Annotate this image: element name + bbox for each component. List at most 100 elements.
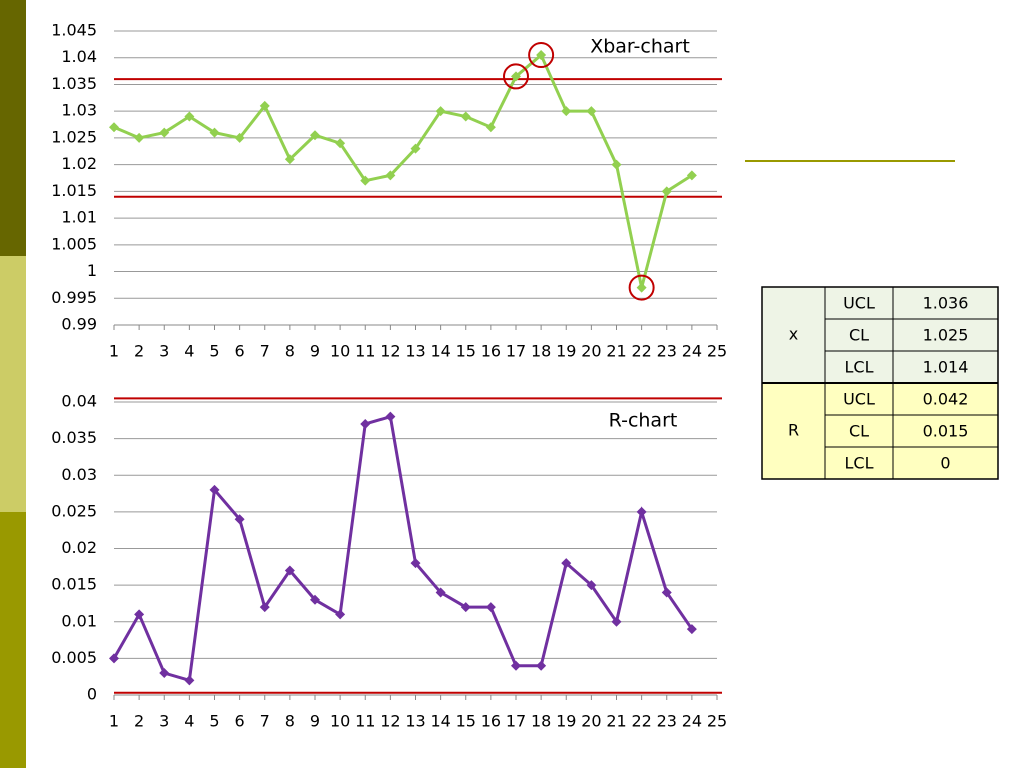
data-point	[636, 506, 647, 517]
table-cell-text: CL	[849, 422, 869, 441]
data-point	[259, 602, 270, 613]
data-point	[385, 170, 396, 181]
y-tick-label: 0.03	[61, 465, 97, 484]
table-cell-text: CL	[849, 326, 869, 345]
data-point	[586, 580, 597, 591]
out-of-control-marker	[628, 274, 655, 301]
x-tick-label: 18	[531, 712, 551, 731]
data-point	[159, 127, 170, 138]
x-tick-label: 13	[405, 342, 425, 361]
table-cell-text: UCL	[843, 390, 875, 409]
x-tick-label: 22	[631, 342, 651, 361]
data-line	[113, 52, 693, 288]
data-point	[360, 418, 371, 429]
y-tick-label: 0.025	[51, 501, 97, 520]
data-point	[410, 143, 421, 154]
x-tick-label: 14	[430, 342, 450, 361]
x-tick-label: 2	[134, 342, 144, 361]
x-tick-label: 12	[380, 712, 400, 731]
x-tick-label: 11	[355, 712, 375, 731]
x-tick-label: 22	[631, 712, 651, 731]
y-tick-label: 0.035	[51, 428, 97, 447]
x-tick-label: 5	[209, 342, 219, 361]
y-tick-label: 1.005	[51, 234, 97, 253]
x-tick-label: 10	[330, 342, 350, 361]
y-tick-label: 0	[87, 685, 97, 704]
x-tick-label: 5	[209, 712, 219, 731]
data-point	[184, 675, 195, 686]
data-point	[259, 100, 270, 111]
data-point	[385, 411, 396, 422]
x-tick-label: 20	[581, 712, 601, 731]
x-tick-label: 8	[285, 712, 295, 731]
out-of-control-marker	[503, 63, 529, 90]
side-strip	[0, 256, 26, 512]
x-tick-label: 25	[707, 342, 727, 361]
data-point	[410, 558, 421, 569]
y-tick-label: 1.03	[61, 101, 97, 120]
table-group-label: x	[789, 325, 798, 344]
y-tick-label: 0.995	[51, 288, 97, 307]
y-tick-label: 1.01	[61, 208, 97, 227]
table-cell-text: 0.015	[923, 422, 969, 441]
table-cell-text: LCL	[845, 358, 874, 377]
data-line	[112, 414, 694, 683]
x-tick-label: 17	[506, 712, 526, 731]
data-point	[636, 282, 647, 293]
x-tick-label: 12	[380, 342, 400, 361]
x-tick-label: 9	[310, 342, 320, 361]
x-tick-label: 6	[235, 342, 245, 361]
x-tick-label: 19	[556, 342, 576, 361]
x-tick-label: 23	[657, 342, 677, 361]
data-point	[586, 106, 597, 117]
y-tick-label: 0.04	[61, 392, 97, 411]
data-point	[234, 514, 245, 525]
data-point	[335, 609, 346, 620]
x-tick-label: 24	[682, 342, 702, 361]
data-point	[611, 159, 622, 170]
x-tick-label: 19	[556, 712, 576, 731]
x-tick-label: 4	[184, 342, 194, 361]
x-tick-label: 9	[310, 712, 320, 731]
table-group-bg	[761, 382, 999, 480]
x-tick-label: 10	[330, 712, 350, 731]
x-tick-label: 14	[430, 712, 450, 731]
y-tick-label: 0.01	[61, 611, 97, 630]
x-tick-label: 13	[405, 712, 425, 731]
table-border	[761, 286, 999, 480]
x-tick-label: 7	[260, 342, 270, 361]
y-tick-label: 1.02	[61, 154, 97, 173]
data-point	[159, 668, 170, 679]
data-point	[460, 111, 471, 122]
data-point	[686, 624, 697, 635]
x-tick-label: 4	[184, 712, 194, 731]
x-tick-label: 21	[606, 712, 626, 731]
x-tick-label: 20	[581, 342, 601, 361]
data-point	[661, 186, 672, 197]
x-tick-label: 2	[134, 712, 144, 731]
x-tick-label: 8	[285, 342, 295, 361]
data-point	[310, 594, 320, 605]
data-point	[435, 106, 446, 117]
x-tick-label: 7	[260, 712, 270, 731]
table-group-label: R	[788, 421, 799, 440]
side-strip	[0, 512, 26, 768]
data-point	[536, 660, 547, 671]
table-cell-text: 1.025	[923, 326, 969, 345]
data-point	[109, 122, 119, 133]
data-point	[536, 50, 547, 61]
table-cell-text: 1.036	[923, 294, 969, 313]
x-tick-label: 21	[606, 342, 626, 361]
y-tick-label: 1.025	[51, 127, 97, 146]
data-point	[661, 587, 672, 598]
data-point	[310, 130, 320, 141]
data-point	[184, 111, 195, 122]
data-point	[134, 132, 145, 143]
data-point	[360, 175, 371, 186]
data-point	[511, 71, 521, 82]
chart-title: Xbar-chart	[590, 36, 690, 58]
data-point	[234, 132, 245, 143]
data-point	[485, 122, 496, 133]
y-tick-label: 1.035	[51, 74, 97, 93]
